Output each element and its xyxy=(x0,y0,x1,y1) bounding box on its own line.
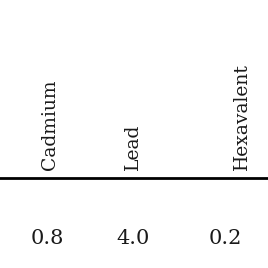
Text: 4.0: 4.0 xyxy=(116,229,150,248)
Text: 0.8: 0.8 xyxy=(30,229,64,248)
Text: Lead: Lead xyxy=(124,124,142,170)
Text: 0.2: 0.2 xyxy=(208,229,242,248)
Text: Cadmium: Cadmium xyxy=(41,80,59,170)
Text: Hexavalent: Hexavalent xyxy=(233,63,251,170)
